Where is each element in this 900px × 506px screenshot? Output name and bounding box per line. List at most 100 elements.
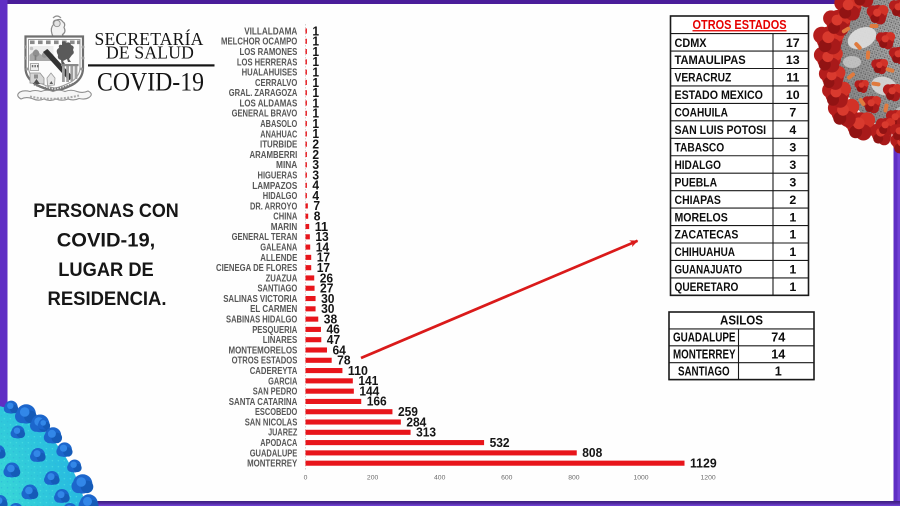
- svg-text:SAN NICOLAS: SAN NICOLAS: [245, 417, 298, 428]
- svg-text:800: 800: [568, 475, 580, 482]
- svg-text:ESTADO MEXICO: ESTADO MEXICO: [675, 88, 764, 102]
- svg-text:1: 1: [312, 54, 319, 69]
- svg-text:CERRALVO: CERRALVO: [255, 78, 298, 89]
- svg-text:64: 64: [332, 342, 346, 357]
- svg-text:SALINAS VICTORIA: SALINAS VICTORIA: [223, 294, 297, 305]
- svg-text:3: 3: [789, 175, 796, 189]
- svg-text:MINA: MINA: [276, 160, 297, 171]
- svg-text:PERSONAS CON: PERSONAS CON: [33, 200, 179, 222]
- svg-text:1: 1: [789, 245, 796, 259]
- svg-text:GALEANA: GALEANA: [260, 242, 297, 253]
- svg-text:1: 1: [312, 34, 319, 49]
- svg-text:DR. ARROYO: DR. ARROYO: [250, 201, 298, 212]
- svg-text:1200: 1200: [701, 475, 716, 482]
- svg-text:HIGUERAS: HIGUERAS: [258, 170, 298, 181]
- svg-text:ALLENDE: ALLENDE: [260, 253, 297, 264]
- svg-text:SANTA CATARINA: SANTA CATARINA: [229, 397, 298, 408]
- svg-text:CHINA: CHINA: [273, 212, 297, 223]
- svg-text:LOS HERRERAS: LOS HERRERAS: [237, 57, 298, 68]
- svg-text:166: 166: [367, 394, 387, 409]
- svg-text:SABINAS HIDALGO: SABINAS HIDALGO: [226, 315, 298, 326]
- svg-text:47: 47: [327, 332, 340, 347]
- svg-text:CIENEGA DE FLORES: CIENEGA DE FLORES: [216, 263, 298, 274]
- svg-text:ITURBIDE: ITURBIDE: [260, 140, 298, 151]
- svg-text:11: 11: [786, 71, 799, 85]
- svg-text:MONTEMORELOS: MONTEMORELOS: [229, 345, 298, 356]
- svg-text:3: 3: [789, 140, 796, 154]
- svg-text:EL CARMEN: EL CARMEN: [250, 304, 297, 315]
- svg-text:SANTIAGO: SANTIAGO: [678, 364, 730, 378]
- svg-text:532: 532: [490, 435, 510, 450]
- svg-text:VILLALDAMA: VILLALDAMA: [244, 26, 297, 37]
- svg-text:2: 2: [312, 147, 319, 162]
- svg-text:11: 11: [315, 219, 328, 234]
- svg-text:SECRETARÍA: SECRETARÍA: [94, 29, 203, 49]
- svg-text:141: 141: [358, 373, 378, 388]
- svg-text:LUGAR DE: LUGAR DE: [58, 259, 154, 281]
- svg-text:MELCHOR OCAMPO: MELCHOR OCAMPO: [221, 37, 298, 48]
- svg-text:SAN LUIS POTOSI: SAN LUIS POTOSI: [675, 123, 767, 137]
- svg-text:LOS ALDAMAS: LOS ALDAMAS: [240, 98, 298, 109]
- svg-text:LAMPAZOS: LAMPAZOS: [252, 181, 297, 192]
- svg-text:GRAL. ZARAGOZA: GRAL. ZARAGOZA: [229, 88, 298, 99]
- svg-text:1000: 1000: [633, 475, 648, 482]
- svg-text:ESCOBEDO: ESCOBEDO: [255, 407, 298, 418]
- svg-text:0: 0: [304, 475, 308, 482]
- svg-text:ZUAZUA: ZUAZUA: [266, 273, 298, 284]
- svg-text:600: 600: [501, 475, 513, 482]
- svg-text:JUAREZ: JUAREZ: [268, 428, 297, 439]
- svg-text:1: 1: [312, 95, 319, 110]
- svg-text:HUALAHUISES: HUALAHUISES: [242, 68, 298, 79]
- svg-text:1: 1: [312, 64, 319, 79]
- svg-text:110: 110: [348, 363, 368, 378]
- svg-text:808: 808: [582, 445, 602, 460]
- svg-text:CADEREYTA: CADEREYTA: [250, 366, 298, 377]
- svg-text:4: 4: [312, 178, 320, 193]
- svg-text:1: 1: [789, 280, 796, 294]
- svg-text:GUANAJUATO: GUANAJUATO: [675, 263, 743, 277]
- svg-text:3: 3: [312, 167, 319, 182]
- svg-text:ANAHUAC: ANAHUAC: [260, 129, 297, 140]
- svg-text:1: 1: [789, 210, 796, 224]
- svg-text:46: 46: [326, 322, 339, 337]
- svg-text:259: 259: [398, 404, 418, 419]
- svg-text:TABASCO: TABASCO: [675, 140, 725, 154]
- svg-text:GARCIA: GARCIA: [268, 376, 297, 387]
- svg-text:GENERAL TERAN: GENERAL TERAN: [232, 232, 298, 243]
- svg-text:ZACATECAS: ZACATECAS: [675, 228, 739, 242]
- svg-text:1: 1: [312, 116, 319, 131]
- svg-text:1: 1: [312, 75, 319, 90]
- svg-text:GENERAL BRAVO: GENERAL BRAVO: [232, 109, 298, 120]
- svg-text:TAMAULIPAS: TAMAULIPAS: [675, 53, 746, 67]
- svg-text:1: 1: [312, 44, 319, 59]
- svg-text:MONTERREY: MONTERREY: [247, 459, 298, 470]
- svg-text:2: 2: [312, 136, 319, 151]
- svg-text:COAHUILA: COAHUILA: [675, 106, 728, 120]
- svg-text:284: 284: [406, 414, 427, 429]
- svg-text:30: 30: [321, 291, 334, 306]
- svg-text:313: 313: [416, 425, 436, 440]
- svg-text:DE SALUD: DE SALUD: [106, 43, 194, 63]
- svg-text:QUERETARO: QUERETARO: [675, 280, 739, 294]
- svg-text:OTROS ESTADOS: OTROS ESTADOS: [693, 17, 787, 32]
- svg-text:30: 30: [321, 301, 334, 316]
- svg-text:3: 3: [789, 158, 796, 172]
- svg-text:RESIDENCIA.: RESIDENCIA.: [48, 288, 167, 310]
- svg-text:SAN PEDRO: SAN PEDRO: [253, 387, 298, 398]
- svg-text:10: 10: [786, 88, 800, 102]
- svg-text:COVID-19: COVID-19: [97, 67, 204, 96]
- svg-text:7: 7: [313, 198, 320, 213]
- svg-text:4: 4: [789, 123, 796, 137]
- svg-text:1: 1: [312, 126, 319, 141]
- svg-text:GUADALUPE: GUADALUPE: [250, 448, 298, 459]
- svg-text:COVID-19,: COVID-19,: [57, 229, 156, 251]
- svg-text:13: 13: [315, 229, 328, 244]
- svg-text:78: 78: [337, 353, 350, 368]
- svg-text:1: 1: [775, 364, 782, 378]
- svg-text:17: 17: [786, 36, 800, 50]
- svg-text:LOS RAMONES: LOS RAMONES: [240, 47, 298, 58]
- svg-text:13: 13: [786, 53, 800, 67]
- svg-text:ABASOLO: ABASOLO: [260, 119, 297, 130]
- svg-text:ARAMBERRI: ARAMBERRI: [250, 150, 298, 161]
- svg-text:1: 1: [312, 85, 319, 100]
